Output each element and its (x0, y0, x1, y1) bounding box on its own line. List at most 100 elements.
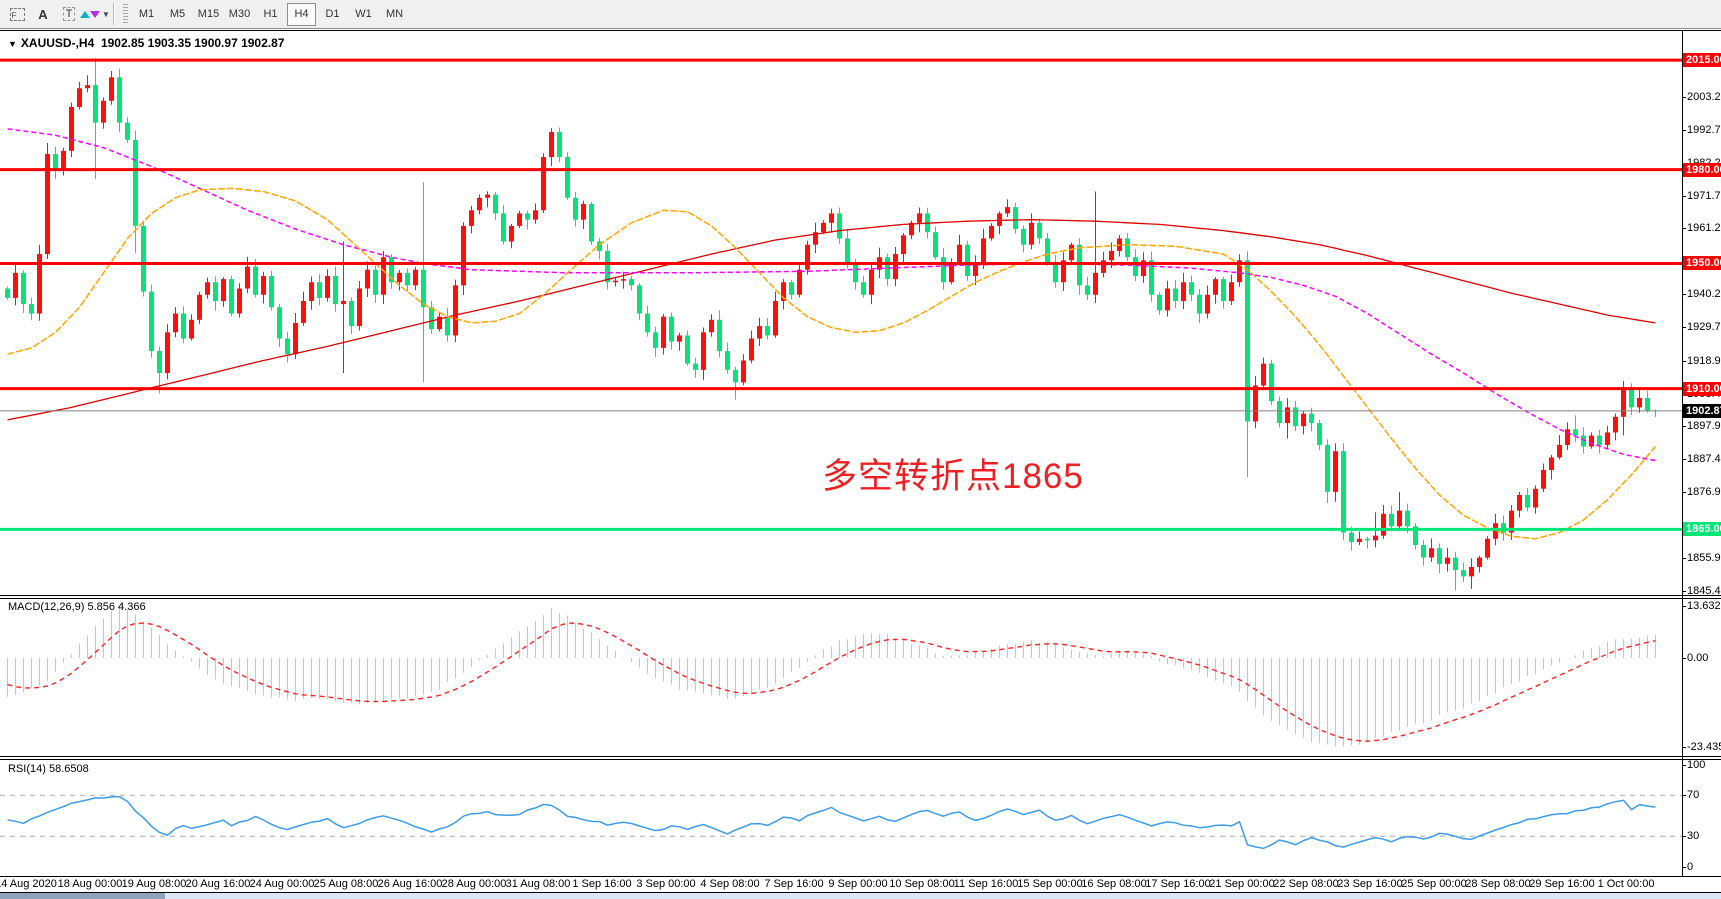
separator-macd-rsi-a (0, 756, 1721, 757)
time-label: 16 Sep 08:00 (1081, 878, 1147, 890)
price-tick-1940.20: 1940.20 (1687, 288, 1721, 301)
timeframe-button-M30[interactable]: M30 (228, 7, 251, 20)
toolbar-drag-handle[interactable] (123, 4, 128, 24)
time-label: 18 Aug 00:00 (57, 878, 123, 890)
time-label: 24 Aug 00:00 (249, 878, 315, 890)
timeframe-button-MN[interactable]: MN (385, 7, 404, 20)
price-tick-1971.70-dash (1682, 195, 1686, 197)
ma-orange (7, 187, 1657, 540)
price-tick-1992.70-dash (1682, 129, 1686, 131)
main-chart-bg (0, 30, 1682, 595)
time-label: 7 Sep 16:00 (764, 878, 824, 890)
chart-top-border (0, 30, 1721, 31)
rsi-tick-30: 30 (1687, 830, 1700, 843)
rsi-tick-0: 0 (1687, 861, 1694, 873)
macd-tick--23.435: -23.435 (1687, 741, 1721, 754)
rsi-tick-30-dash (1682, 836, 1686, 838)
symbol-label: XAUUSD-,H4 (20, 36, 95, 50)
separator-main-macd-b (0, 598, 1721, 599)
time-label: 29 Sep 16:00 (1529, 878, 1595, 890)
time-label: 1 Oct 00:00 (1597, 878, 1655, 890)
price-tick-1887.40: 1887.40 (1687, 453, 1721, 466)
style-up-arrow-icon (80, 10, 91, 18)
macd-panel[interactable] (0, 599, 1682, 756)
time-label: 15 Sep 00:00 (1017, 878, 1083, 890)
rsi-tick-70-dash (1682, 795, 1686, 797)
time-label: 21 Sep 00:00 (1209, 878, 1275, 890)
time-label: 9 Sep 00:00 (828, 878, 888, 890)
font-icon[interactable]: A (38, 6, 48, 22)
time-label: 3 Sep 00:00 (636, 878, 696, 890)
price-tick-1876.90: 1876.90 (1687, 486, 1721, 499)
chart-header: ▼ XAUUSD-,H4 1902.85 1903.35 1900.97 1902… (8, 36, 284, 50)
timeframe-button-M1[interactable]: M1 (138, 7, 155, 20)
ohlc-values: 1902.85 1903.35 1900.97 1902.87 (100, 36, 285, 50)
price-tick-1961.20-dash (1682, 228, 1686, 230)
level-price-box-1865.00: 1865.00 (1683, 522, 1721, 537)
macd-tick-13.632-dash (1682, 606, 1686, 607)
separator-macd-rsi-b (0, 759, 1721, 760)
time-label: 11 Sep 16:00 (953, 878, 1019, 890)
rsi-label: RSI(14) 58.6508 (8, 763, 89, 775)
main-chart-panel[interactable] (0, 30, 1682, 595)
scrollbar-thumb[interactable] (0, 893, 165, 899)
rsi-panel[interactable] (0, 760, 1682, 876)
timeframe-button-M15[interactable]: M15 (197, 7, 220, 20)
separator-main-macd-a (0, 595, 1721, 596)
price-tick-1876.90-dash (1682, 492, 1686, 494)
price-tick-1971.70: 1971.70 (1687, 189, 1721, 202)
time-label: 23 Sep 16:00 (1337, 878, 1403, 890)
macd-tick-0.00: 0.00 (1687, 652, 1709, 664)
level-price-box-1910.00: 1910.00 (1683, 381, 1721, 396)
color-style-icon[interactable]: ▼ (80, 4, 110, 24)
price-tick-1845.40: 1845.40 (1687, 584, 1721, 597)
rsi-bg (0, 760, 1682, 876)
price-tick-1855.90: 1855.90 (1687, 551, 1721, 564)
time-label: 25 Sep 00:00 (1401, 878, 1467, 890)
price-tick-2003.20-dash (1682, 97, 1686, 98)
ma-long-red (7, 219, 1656, 421)
macd-tick--23.435-dash (1682, 747, 1686, 749)
level-price-box-2015.00: 2015.00 (1683, 53, 1721, 68)
timeframe-button-D1[interactable]: D1 (325, 7, 340, 20)
toolbar-separator (113, 3, 115, 25)
time-label: 26 Aug 16:00 (377, 878, 443, 890)
macd-tick-13.632: 13.632 (1687, 600, 1721, 612)
text-label-icon[interactable]: T (58, 4, 80, 24)
timeframe-button-M5[interactable]: M5 (169, 7, 186, 20)
time-axis-border (0, 876, 1721, 877)
time-label: 22 Sep 08:00 (1273, 878, 1339, 890)
template-grid-icon[interactable]: F (6, 4, 28, 24)
timeframe-button-H1[interactable]: H1 (263, 7, 278, 20)
price-tick-1897.90: 1897.90 (1687, 420, 1721, 433)
price-tick-1855.90-dash (1682, 557, 1686, 559)
style-down-arrow-icon (90, 10, 101, 18)
time-label: 19 Aug 08:00 (121, 878, 187, 890)
price-tick-1918.90: 1918.90 (1687, 354, 1721, 367)
chevron-down-icon[interactable]: ▼ (102, 9, 110, 19)
timeframe-group: M1 M5 M15 M30 H1 H4 D1 W1 MN (131, 2, 410, 26)
level-price-box-1950.00: 1950.00 (1683, 256, 1721, 271)
time-label: 17 Sep 16:00 (1145, 878, 1211, 890)
price-tick-1929.70-dash (1682, 326, 1686, 328)
price-tick-1992.70: 1992.70 (1687, 123, 1721, 136)
bottom-border (0, 892, 1721, 893)
price-tick-1845.40-dash (1682, 590, 1686, 592)
timeframe-button-W1[interactable]: W1 (355, 7, 372, 20)
horizontal-scrollbar[interactable] (0, 893, 1721, 899)
macd-tick-0.00-dash (1682, 658, 1686, 659)
macd-label: MACD(12,26,9) 5.856 4.366 (8, 601, 146, 613)
time-label: 10 Sep 08:00 (889, 878, 955, 890)
symbol-dropdown-icon[interactable]: ▼ (8, 39, 17, 49)
time-label: 1 Sep 16:00 (572, 878, 632, 890)
price-tick-1961.20: 1961.20 (1687, 222, 1721, 235)
candles-layer (5, 57, 1658, 591)
macd-bg (0, 599, 1682, 756)
annotation-text: 多空转折点1865 (822, 457, 1084, 496)
price-tick-2003.20: 2003.20 (1687, 91, 1721, 103)
time-label: 25 Aug 08:00 (313, 878, 379, 890)
price-tick-1897.90-dash (1682, 426, 1686, 428)
timeframe-button-H4[interactable]: H4 (287, 2, 316, 26)
ma-magenta (7, 128, 1656, 462)
